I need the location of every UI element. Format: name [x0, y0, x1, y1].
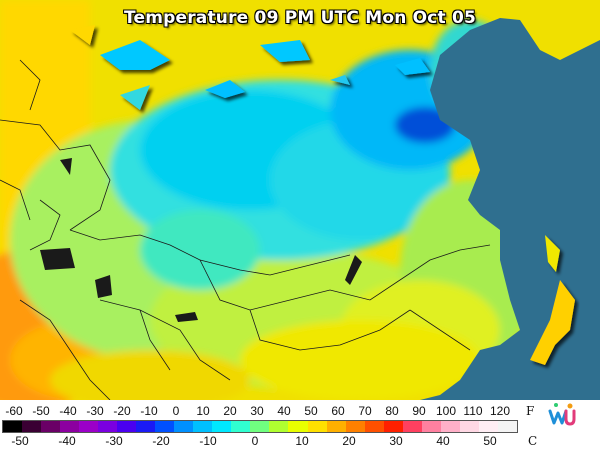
temperature-map: Temperature 09 PM UTC Mon Oct 05 [0, 0, 600, 400]
colorbar-swatch [212, 421, 232, 432]
fahrenheit-tick-label: 120 [489, 404, 511, 418]
fahrenheit-tick-label: 20 [223, 404, 237, 418]
colorbar-swatch [136, 421, 156, 432]
colorbar-swatch [79, 421, 99, 432]
temperature-map-image [0, 0, 600, 400]
fahrenheit-tick-label: 40 [277, 404, 291, 418]
colorbar-swatch [478, 421, 498, 432]
colorbar-swatch [497, 421, 517, 432]
fahrenheit-tick-label: 100 [435, 404, 457, 418]
colorbar-swatch [421, 421, 441, 432]
fahrenheit-tick-label: 30 [250, 404, 264, 418]
colorbar-swatch [345, 421, 365, 432]
map-title: Temperature 09 PM UTC Mon Oct 05 [123, 8, 477, 28]
country-borders [0, 59, 491, 400]
celsius-tick-label: 40 [436, 434, 450, 448]
wu-logo-icon[interactable] [547, 401, 577, 431]
colorbar-swatch [459, 421, 479, 432]
fahrenheit-tick-label: 80 [385, 404, 399, 418]
fahrenheit-tick-label: 70 [358, 404, 372, 418]
lakes [40, 158, 362, 322]
colorbar-swatch [60, 421, 80, 432]
colorbar-swatch [3, 421, 23, 432]
colorbar-swatch [250, 421, 270, 432]
colorbar-swatch [269, 421, 289, 432]
fahrenheit-tick-label: -50 [32, 404, 50, 418]
colorbar-swatch [440, 421, 460, 432]
colorbar-swatch [402, 421, 422, 432]
celsius-tick-label: 10 [295, 434, 309, 448]
fahrenheit-unit: F [526, 404, 535, 418]
colorbar-swatch [155, 421, 175, 432]
celsius-tick-label: 20 [342, 434, 356, 448]
colorbar-swatch [288, 421, 308, 432]
colorbar-swatch [98, 421, 118, 432]
colorbar-swatch [22, 421, 42, 432]
celsius-tick-label: 30 [389, 434, 403, 448]
fahrenheit-tick-label: -40 [59, 404, 77, 418]
colorbar-swatch [117, 421, 137, 432]
colorbar-swatch [326, 421, 346, 432]
fahrenheit-tick-label: -30 [86, 404, 104, 418]
fahrenheit-tick-label: 50 [304, 404, 318, 418]
arctic-islands [70, 25, 430, 110]
celsius-tick-label: -10 [199, 434, 217, 448]
colorbar-swatch [41, 421, 61, 432]
celsius-tick-label: -30 [105, 434, 123, 448]
celsius-scale: -50 -40 -30 -20 -10 0 10 20 30 40 50 [0, 434, 510, 448]
celsius-tick-label: -40 [58, 434, 76, 448]
japan-islands [530, 235, 575, 365]
fahrenheit-tick-label: 110 [463, 404, 483, 418]
colorbar-swatch [307, 421, 327, 432]
celsius-tick-label: 50 [483, 434, 497, 448]
colorbar-swatch [383, 421, 403, 432]
temperature-colorbar [2, 420, 518, 433]
fahrenheit-tick-label: 90 [412, 404, 426, 418]
celsius-tick-label: 0 [251, 434, 259, 448]
fahrenheit-tick-label: 60 [331, 404, 345, 418]
fahrenheit-tick-label: 0 [172, 404, 180, 418]
colorbar-swatch [174, 421, 194, 432]
temperature-legend: -60 -50 -40 -30 -20 -10 0 10 20 30 40 50 60 70 80 90 100… [0, 400, 600, 459]
colorbar-swatch [193, 421, 213, 432]
fahrenheit-tick-label: -60 [5, 404, 23, 418]
fahrenheit-tick-label: -20 [113, 404, 131, 418]
fahrenheit-tick-label: -10 [140, 404, 158, 418]
colorbar-swatch [364, 421, 384, 432]
fahrenheit-scale: -60 -50 -40 -30 -20 -10 0 10 20 30 40 50 60 70 80 90 100… [0, 404, 510, 418]
celsius-tick-label: -50 [11, 434, 29, 448]
celsius-tick-label: -20 [152, 434, 170, 448]
fahrenheit-tick-label: 10 [196, 404, 210, 418]
celsius-unit: C [528, 434, 538, 448]
colorbar-swatch [231, 421, 251, 432]
